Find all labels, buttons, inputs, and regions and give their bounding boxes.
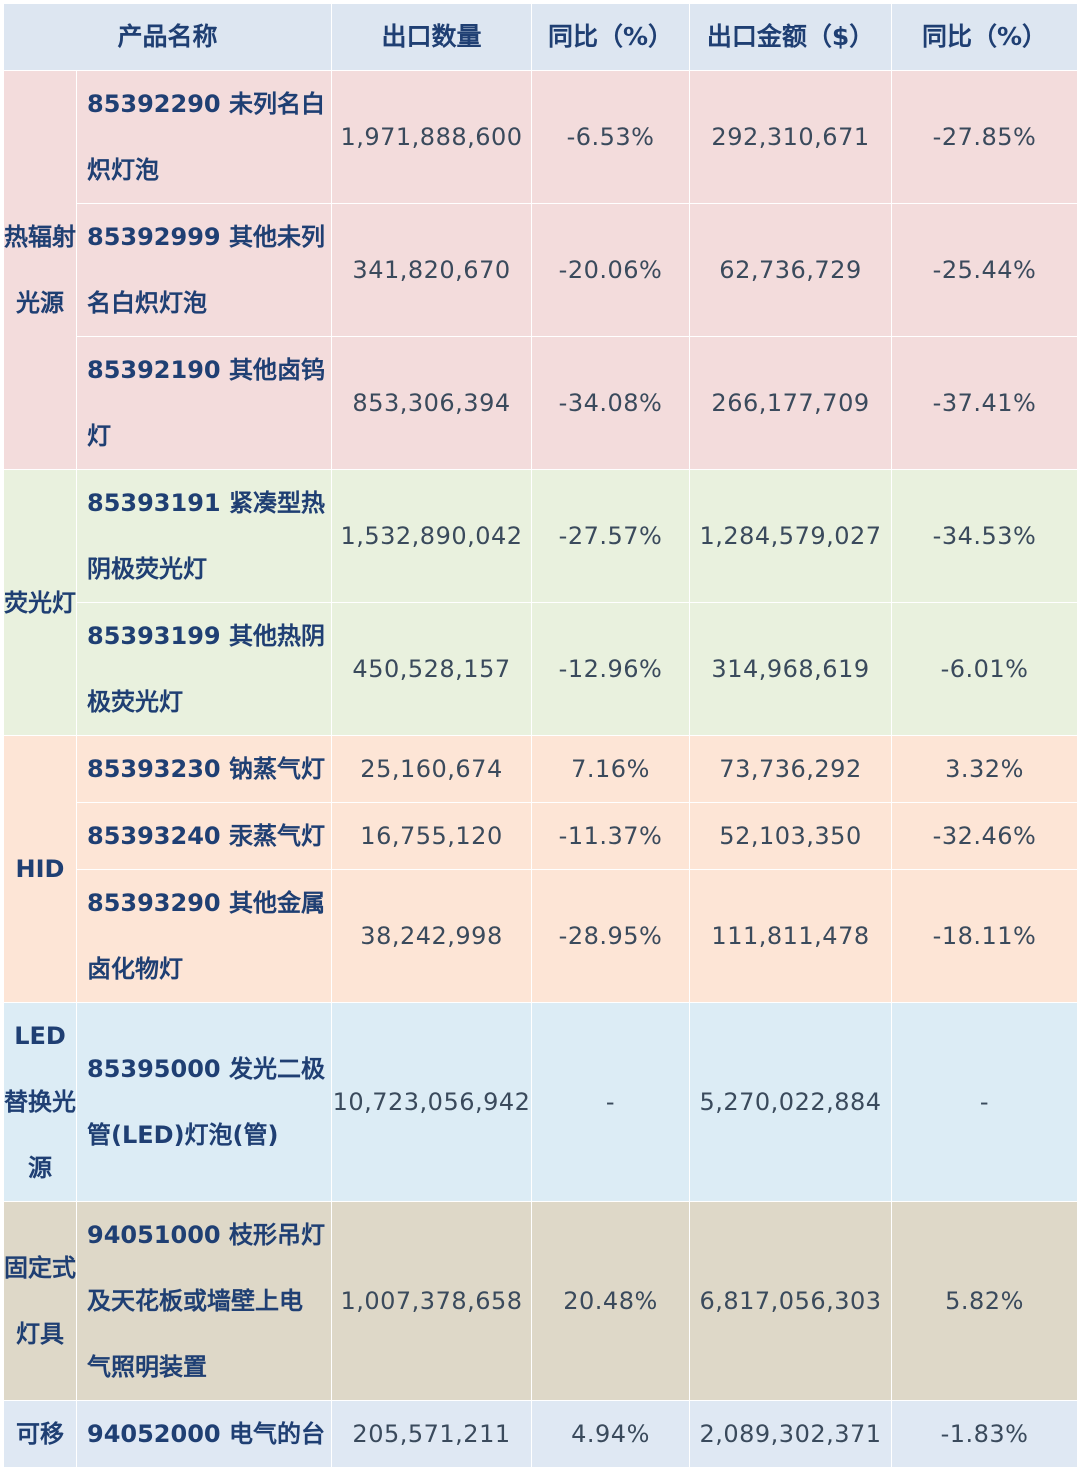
table-row: 热辐射光源 85392290 未列名白炽灯泡 1,971,888,600 -6.… xyxy=(3,70,1079,470)
amount-cell: 314,968,619 xyxy=(689,602,893,736)
qty-yoy-cell: -20.06% xyxy=(531,203,691,337)
product-cell: 85392290 未列名白炽灯泡 xyxy=(75,70,333,204)
amount-cell: 266,177,709 xyxy=(689,336,893,470)
qty-cell: 450,528,157 xyxy=(331,602,533,736)
product-cell: 85392190 其他卤钨灯 xyxy=(75,336,333,470)
product-cell: 85393290 其他金属卤化物灯 xyxy=(75,869,333,1003)
amount-yoy-cell: -1.83% xyxy=(891,1400,1079,1468)
amount-yoy-cell: -37.41% xyxy=(891,336,1079,470)
qty-cell: 16,755,120 xyxy=(331,802,533,870)
group-portable: 可移 94052000 电气的台 205,571,211 4.94% 2,089… xyxy=(3,1400,1079,1468)
table-row: 85393240 汞蒸气灯 16,755,120 -11.37% 52,103,… xyxy=(4,802,1079,870)
qty-yoy-cell: -6.53% xyxy=(531,70,691,204)
group-hid: HID 85393230 钠蒸气灯 25,160,674 7.16% 73,73… xyxy=(3,735,1079,1003)
amount-yoy-cell: - xyxy=(891,1002,1079,1202)
qty-yoy-cell: - xyxy=(531,1002,691,1202)
product-cell: 85393199 其他热阴极荧光灯 xyxy=(75,602,333,736)
qty-cell: 1,532,890,042 xyxy=(331,469,533,603)
amount-cell: 73,736,292 xyxy=(689,735,893,803)
category-cell: 固定式灯具 xyxy=(3,1201,77,1401)
table-row: 可移 94052000 电气的台 205,571,211 4.94% 2,089… xyxy=(3,1400,1079,1468)
header-amount: 出口金额（$） xyxy=(689,3,893,71)
header-product: 产品名称 xyxy=(2,3,333,71)
header-amount-yoy: 同比（%） xyxy=(891,3,1079,71)
amount-yoy-cell: -32.46% xyxy=(891,802,1079,870)
table-row: 85392190 其他卤钨灯 853,306,394 -34.08% 266,1… xyxy=(4,336,1079,470)
category-cell: 可移 xyxy=(3,1400,77,1468)
amount-cell: 292,310,671 xyxy=(689,70,893,204)
amount-cell: 1,284,579,027 xyxy=(689,469,893,603)
qty-yoy-cell: 20.48% xyxy=(531,1201,691,1401)
qty-yoy-cell: 4.94% xyxy=(531,1400,691,1468)
group-fluorescent: 荧光灯 85393191 紧凑型热阴极荧光灯 1,532,890,042 -27… xyxy=(3,469,1079,736)
amount-cell: 62,736,729 xyxy=(689,203,893,337)
category-cell: 热辐射光源 xyxy=(3,70,77,470)
table-row: 荧光灯 85393191 紧凑型热阴极荧光灯 1,532,890,042 -27… xyxy=(3,469,1079,736)
product-cell: 94051000 枝形吊灯及天花板或墙壁上电气照明装置 xyxy=(75,1201,333,1401)
table-row: 85393199 其他热阴极荧光灯 450,528,157 -12.96% 31… xyxy=(4,602,1079,736)
amount-cell: 5,270,022,884 xyxy=(689,1002,893,1202)
qty-yoy-cell: 7.16% xyxy=(531,735,691,803)
product-cell: 94052000 电气的台 xyxy=(75,1400,333,1468)
qty-yoy-cell: -11.37% xyxy=(531,802,691,870)
qty-cell: 38,242,998 xyxy=(331,869,533,1003)
product-cell: 85393191 紧凑型热阴极荧光灯 xyxy=(75,469,333,603)
qty-cell: 853,306,394 xyxy=(331,336,533,470)
table-row: HID 85393230 钠蒸气灯 25,160,674 7.16% 73,73… xyxy=(3,735,1079,1003)
header-qty-yoy: 同比（%） xyxy=(531,3,691,71)
qty-yoy-cell: -12.96% xyxy=(531,602,691,736)
amount-yoy-cell: -25.44% xyxy=(891,203,1079,337)
table-row: LED替换光源 85395000 发光二极管(LED)灯泡(管) 10,723,… xyxy=(3,1002,1079,1202)
group-thermal: 热辐射光源 85392290 未列名白炽灯泡 1,971,888,600 -6.… xyxy=(3,70,1079,470)
group-fixed-luminaire: 固定式灯具 94051000 枝形吊灯及天花板或墙壁上电气照明装置 1,007,… xyxy=(3,1201,1079,1401)
amount-cell: 2,089,302,371 xyxy=(689,1400,893,1468)
qty-cell: 25,160,674 xyxy=(331,735,533,803)
header-row: 产品名称 出口数量 同比（%） 出口金额（$） 同比（%） xyxy=(2,3,1079,71)
table-row: 固定式灯具 94051000 枝形吊灯及天花板或墙壁上电气照明装置 1,007,… xyxy=(3,1201,1079,1401)
amount-yoy-cell: -18.11% xyxy=(891,869,1079,1003)
qty-cell: 1,007,378,658 xyxy=(331,1201,533,1401)
header-qty: 出口数量 xyxy=(331,3,533,71)
qty-yoy-cell: -34.08% xyxy=(531,336,691,470)
category-cell: HID xyxy=(3,735,77,1003)
product-cell: 85393240 汞蒸气灯 xyxy=(75,802,333,870)
category-cell: LED替换光源 xyxy=(3,1002,77,1202)
category-cell: 荧光灯 xyxy=(3,469,77,736)
product-cell: 85392999 其他未列名白炽灯泡 xyxy=(75,203,333,337)
group-led: LED替换光源 85395000 发光二极管(LED)灯泡(管) 10,723,… xyxy=(3,1002,1079,1202)
amount-yoy-cell: -34.53% xyxy=(891,469,1079,603)
product-cell: 85393230 钠蒸气灯 xyxy=(75,735,333,803)
qty-yoy-cell: -28.95% xyxy=(531,869,691,1003)
amount-yoy-cell: 3.32% xyxy=(891,735,1079,803)
qty-cell: 341,820,670 xyxy=(331,203,533,337)
amount-yoy-cell: 5.82% xyxy=(891,1201,1079,1401)
table-row: 85393290 其他金属卤化物灯 38,242,998 -28.95% 111… xyxy=(4,869,1079,1003)
table-row: 85392999 其他未列名白炽灯泡 341,820,670 -20.06% 6… xyxy=(4,203,1079,337)
qty-yoy-cell: -27.57% xyxy=(531,469,691,603)
qty-cell: 1,971,888,600 xyxy=(331,70,533,204)
product-cell: 85395000 发光二极管(LED)灯泡(管) xyxy=(75,1002,333,1202)
export-data-table: 产品名称 出口数量 同比（%） 出口金额（$） 同比（%） 热辐射光源 8539… xyxy=(2,3,1079,1468)
amount-yoy-cell: -27.85% xyxy=(891,70,1079,204)
amount-cell: 111,811,478 xyxy=(689,869,893,1003)
amount-cell: 52,103,350 xyxy=(689,802,893,870)
amount-cell: 6,817,056,303 xyxy=(689,1201,893,1401)
qty-cell: 205,571,211 xyxy=(331,1400,533,1468)
qty-cell: 10,723,056,942 xyxy=(331,1002,533,1202)
amount-yoy-cell: -6.01% xyxy=(891,602,1079,736)
